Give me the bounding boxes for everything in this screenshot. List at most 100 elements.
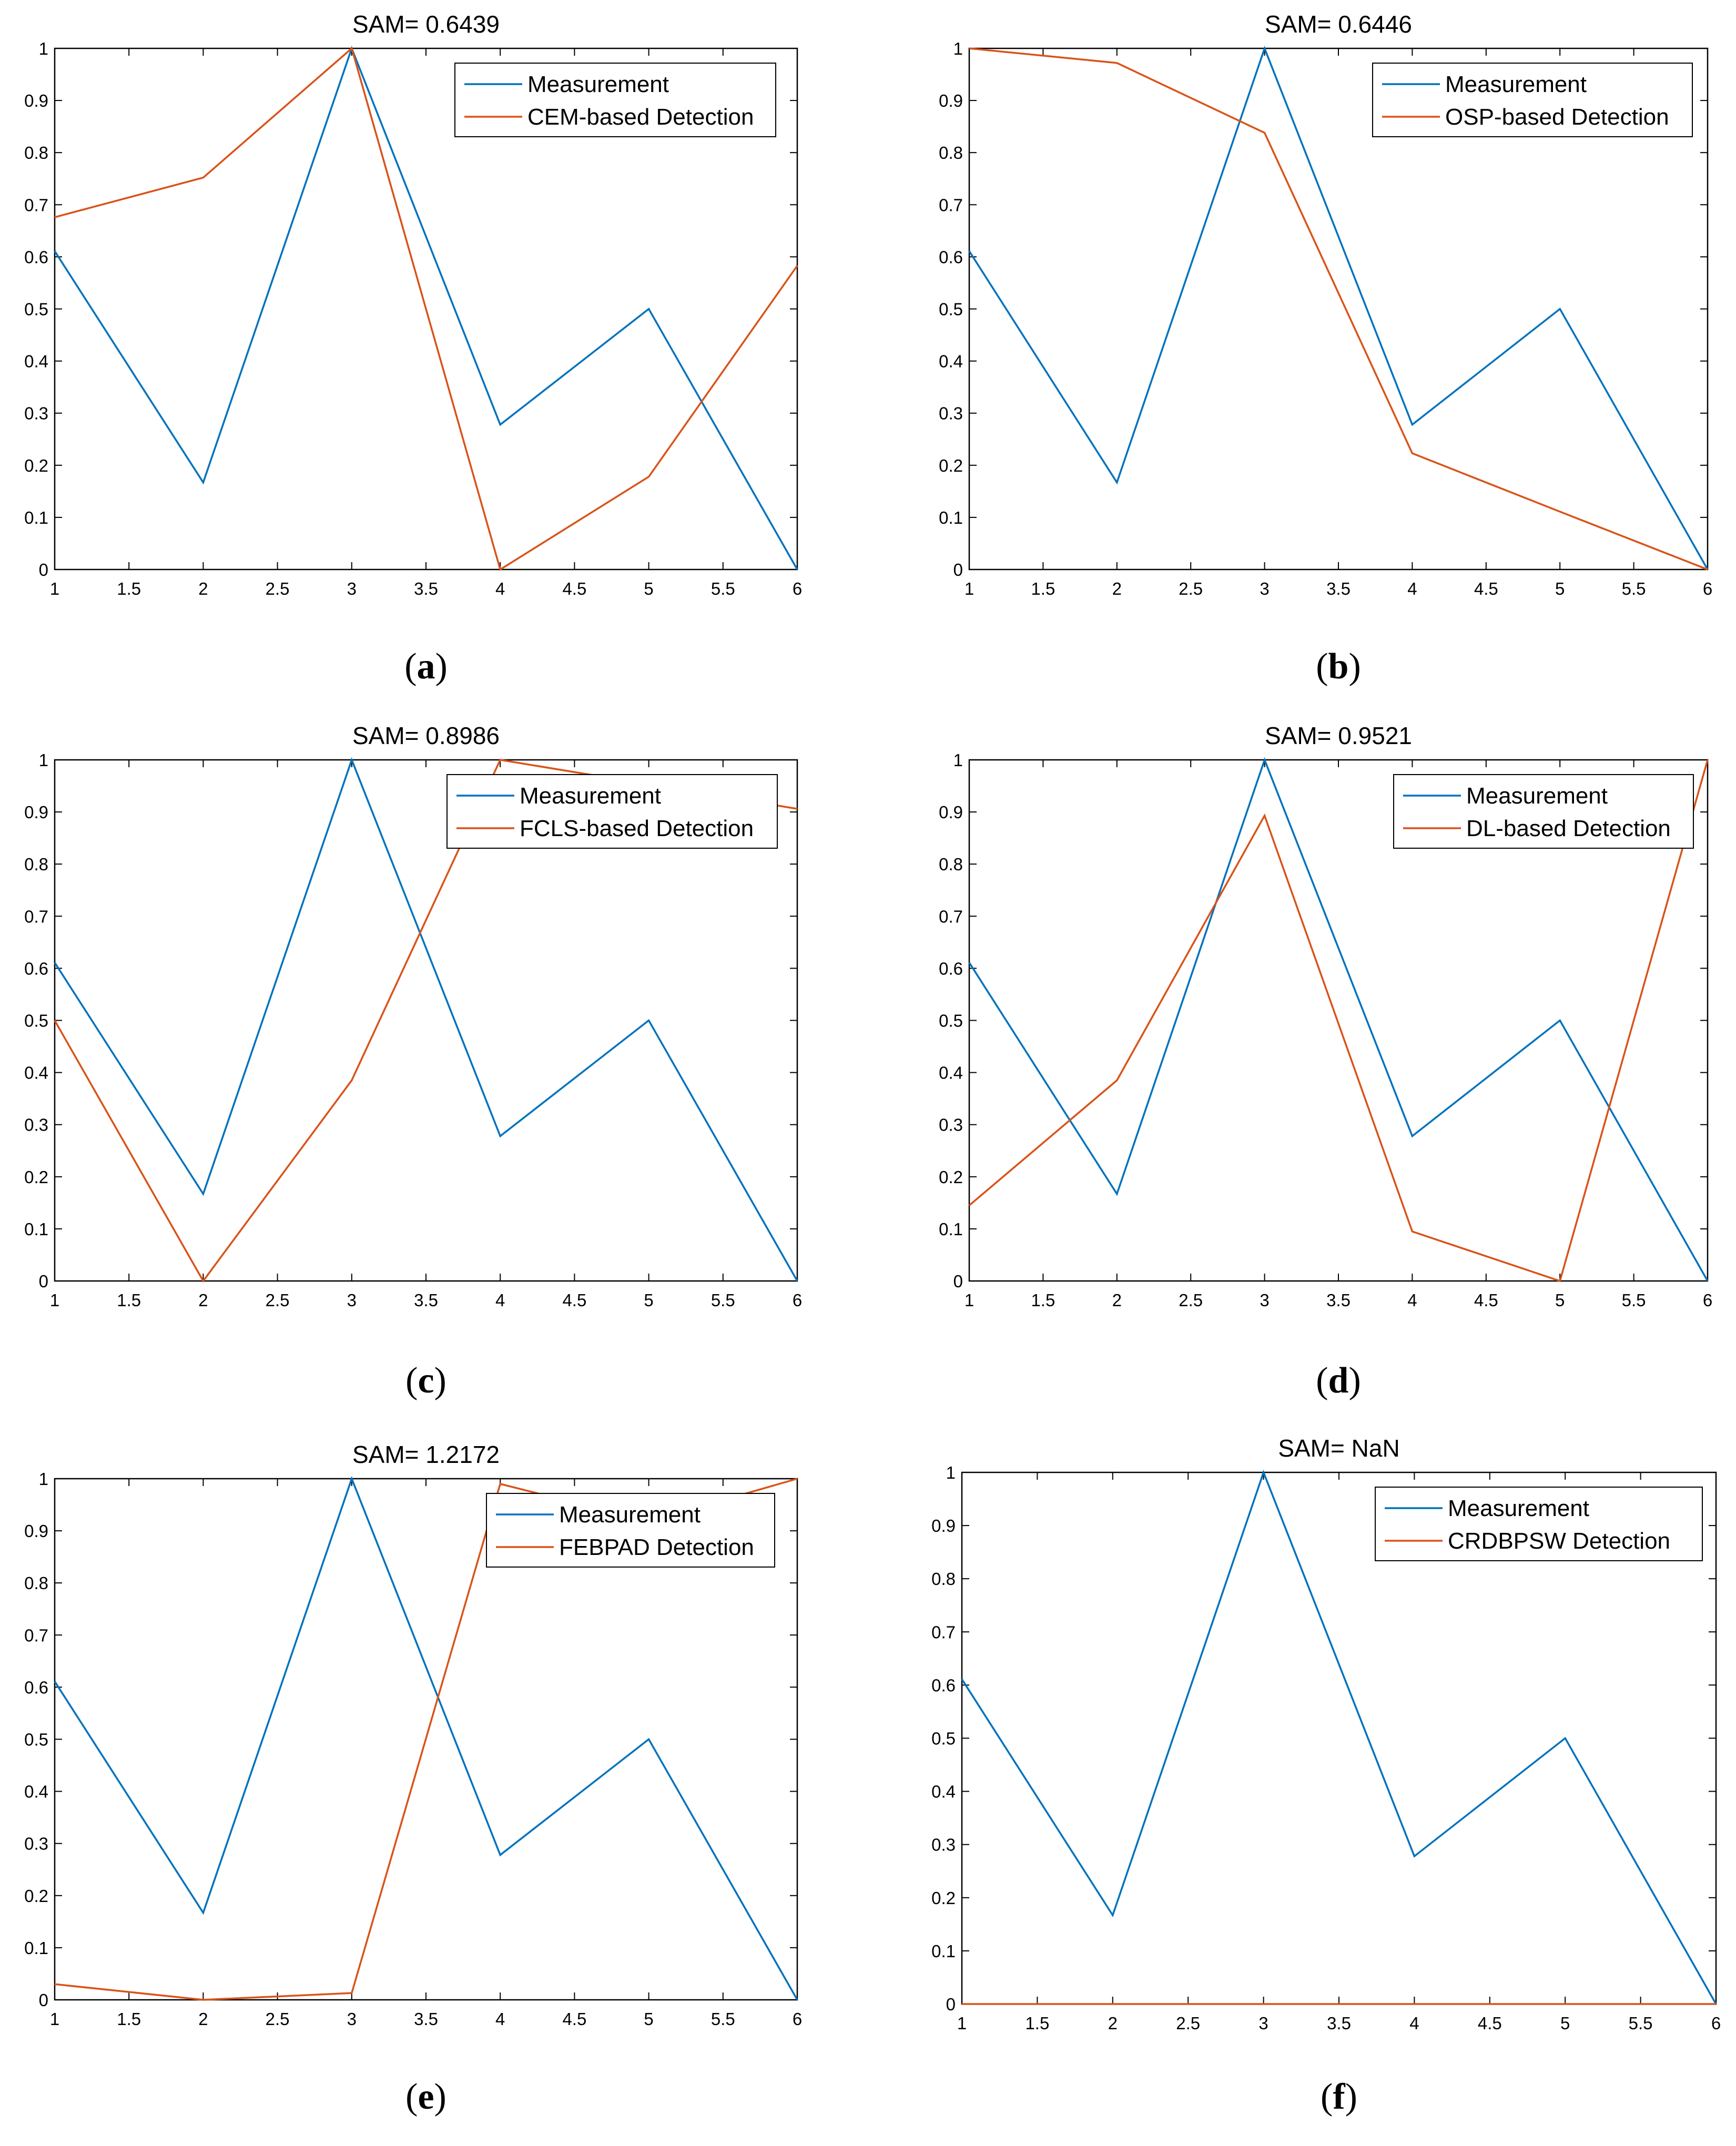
series-line-measurement [968, 757, 1709, 1282]
chart-title: SAM= 0.8986 [352, 722, 500, 749]
y-tick-label: 1 [39, 750, 48, 770]
x-tick-label: 5.5 [1622, 579, 1646, 598]
x-tick-label: 3 [1260, 579, 1269, 598]
legend-box [446, 774, 778, 849]
y-tick-label: 0.3 [24, 1834, 48, 1854]
y-tick-label: 0.1 [24, 1219, 48, 1239]
y-tick-label: 0.8 [24, 143, 48, 162]
legend-label: FEBPAD Detection [559, 1534, 754, 1560]
chart-panel-d: SAM= 0.9521 1 1.5 2 2.5 3 3.5 4 4.5 5 5.5 6 0 0.1 0.2 0… [939, 722, 1712, 1401]
chart-title: SAM= 0.9521 [1265, 722, 1412, 749]
legend-label: CRDBPSW Detection [1448, 1528, 1670, 1554]
y-tick-label: 0.8 [24, 1573, 48, 1593]
series-line-detection [54, 46, 798, 571]
legend: Measurement OSP-based Detection [1372, 63, 1693, 137]
x-tick-label: 1.5 [117, 2009, 141, 2029]
x-tick-label: 1 [50, 579, 59, 598]
x-tick-label: 4 [1409, 2013, 1419, 2033]
y-tick-label: 0.6 [24, 1677, 48, 1697]
y-tick-label: 0.7 [24, 1625, 48, 1645]
x-tick-label: 4.5 [562, 1290, 586, 1310]
chart-panel-c: SAM= 0.8986 1 1.5 2 2.5 3 3.5 4 4.5 5 5.5 6 0 0.1 0.2 0… [24, 722, 802, 1401]
x-tick-label: 2.5 [266, 579, 290, 598]
x-tick-label: 4.5 [562, 579, 586, 598]
caption-letter: d [1328, 1360, 1349, 1401]
y-tick-label: 0.1 [939, 1219, 963, 1239]
caption-close: ) [1348, 1360, 1361, 1401]
panel-caption: (b) [1316, 646, 1361, 687]
x-tick-label: 3 [347, 1290, 357, 1310]
caption-open: ( [404, 646, 417, 687]
x-tick-label: 3 [347, 2009, 357, 2029]
x-tick-label: 2 [198, 2009, 208, 2029]
y-tick-label: 0.9 [24, 1521, 48, 1541]
x-tick-label: 4.5 [1474, 579, 1498, 598]
x-tick-label: 2 [1108, 2013, 1118, 2033]
y-tick-label: 0.5 [939, 1011, 963, 1031]
y-tick-label: 1 [946, 1463, 956, 1482]
y-tick-label: 0.3 [24, 404, 48, 423]
y-tick-label: 0.5 [24, 300, 48, 319]
y-tick-label: 0.4 [939, 1063, 963, 1083]
series-line-measurement [54, 1476, 798, 2000]
legend-box [486, 1493, 775, 1568]
caption-open: ( [405, 2077, 418, 2117]
caption-letter: a [417, 646, 435, 687]
chart-panel-f: SAM= NaN 1 1.5 2 2.5 3 3.5 4 4.5 5 5.5 6 0 0.1 0.2 0.3 0… [931, 1435, 1721, 2117]
x-tick-label: 5 [644, 2009, 653, 2029]
x-tick-label: 3.5 [414, 2009, 438, 2029]
y-tick-label: 0.6 [24, 959, 48, 978]
legend-label: Measurement [1448, 1496, 1589, 1521]
panel-caption: (a) [404, 646, 448, 687]
y-tick-label: 0 [39, 1990, 48, 2010]
y-tick-label: 0 [39, 560, 48, 579]
y-tick-label: 0.2 [931, 1888, 956, 1908]
y-tick-label: 0.8 [939, 855, 963, 874]
x-tick-label: 1 [50, 1290, 59, 1310]
chart-title: SAM= NaN [1278, 1435, 1399, 1462]
y-tick-label: 0 [953, 560, 963, 579]
panel-caption: (c) [405, 1360, 446, 1401]
x-tick-label: 6 [1711, 2013, 1721, 2033]
y-tick-label: 0.9 [939, 91, 963, 110]
y-tick-label: 0.6 [24, 247, 48, 267]
series-line-measurement [968, 45, 1709, 570]
x-tick-label: 3.5 [1326, 579, 1351, 598]
x-tick-label: 1 [965, 1290, 974, 1310]
y-tick-label: 0.3 [939, 404, 963, 423]
chart-panel-b: SAM= 0.6446 1 1.5 2 2.5 3 3.5 4 4.5 5 5.5 6 0 0.1 0.2 0… [939, 11, 1712, 687]
legend-box [1372, 63, 1693, 137]
y-tick-label: 0 [39, 1272, 48, 1291]
caption-letter: c [418, 1360, 434, 1401]
series-line-measurement [54, 757, 798, 1282]
x-tick-label: 5 [1555, 579, 1565, 598]
x-tick-label: 6 [793, 579, 802, 598]
y-tick-label: 1 [39, 39, 48, 58]
x-tick-label: 1 [957, 2013, 967, 2033]
y-tick-label: 0.7 [24, 195, 48, 215]
x-tick-label: 5.5 [711, 1290, 735, 1310]
x-tick-label: 6 [793, 2009, 802, 2029]
panel-caption: (f) [1321, 2077, 1357, 2117]
x-tick-label: 2 [1112, 579, 1122, 598]
x-tick-label: 4 [495, 2009, 505, 2029]
x-tick-label: 3 [347, 579, 357, 598]
y-tick-label: 1 [39, 1469, 48, 1489]
legend-label: Measurement [1466, 783, 1608, 809]
x-tick-label: 6 [1703, 579, 1712, 598]
y-tick-label: 0.4 [24, 1063, 48, 1083]
y-tick-label: 0.2 [939, 1167, 963, 1187]
x-tick-label: 4.5 [1474, 1290, 1498, 1310]
legend-label: OSP-based Detection [1445, 104, 1669, 130]
y-tick-label: 1 [953, 39, 963, 58]
chart-title: SAM= 1.2172 [352, 1441, 500, 1468]
caption-open: ( [1321, 2077, 1333, 2117]
legend-label: FCLS-based Detection [520, 816, 754, 841]
y-tick-label: 0.9 [24, 91, 48, 110]
legend-label: Measurement [527, 72, 669, 97]
y-tick-label: 0.9 [931, 1516, 956, 1535]
x-tick-label: 4 [495, 1290, 505, 1310]
panel-caption: (d) [1316, 1360, 1361, 1401]
y-tick-label: 0 [946, 1995, 956, 2014]
